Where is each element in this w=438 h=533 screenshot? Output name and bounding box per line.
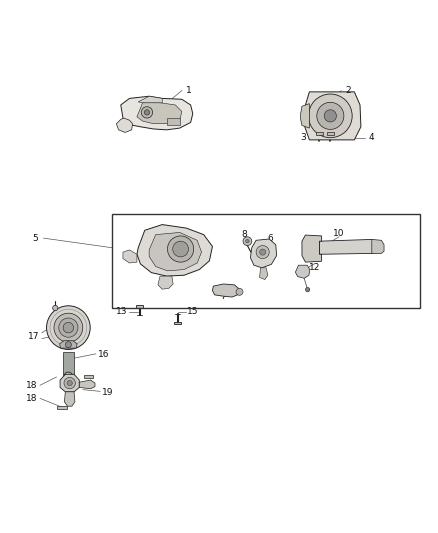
Polygon shape xyxy=(303,92,361,140)
Circle shape xyxy=(305,287,310,292)
Text: 8: 8 xyxy=(241,230,247,239)
Text: 4: 4 xyxy=(368,133,374,142)
Polygon shape xyxy=(295,265,310,278)
Bar xyxy=(112,214,420,308)
Circle shape xyxy=(59,318,78,337)
Text: 16: 16 xyxy=(98,350,109,359)
Polygon shape xyxy=(137,103,182,124)
Bar xyxy=(316,133,323,135)
Bar xyxy=(166,118,180,125)
Circle shape xyxy=(256,246,269,259)
Text: 17: 17 xyxy=(28,332,39,341)
Text: 13: 13 xyxy=(117,307,128,316)
Polygon shape xyxy=(84,375,93,378)
Circle shape xyxy=(167,236,194,262)
Circle shape xyxy=(63,322,74,333)
Polygon shape xyxy=(138,96,162,103)
Polygon shape xyxy=(302,235,321,262)
Polygon shape xyxy=(117,118,133,133)
Polygon shape xyxy=(60,341,77,348)
Polygon shape xyxy=(137,224,212,276)
Text: 12: 12 xyxy=(309,263,321,272)
Polygon shape xyxy=(158,276,173,289)
Circle shape xyxy=(317,102,344,130)
Text: 9: 9 xyxy=(153,257,159,266)
Circle shape xyxy=(145,110,150,115)
Text: 3: 3 xyxy=(300,133,306,142)
Circle shape xyxy=(308,94,352,138)
Polygon shape xyxy=(79,380,95,389)
Text: 5: 5 xyxy=(33,233,39,243)
Circle shape xyxy=(64,372,73,381)
Polygon shape xyxy=(174,321,180,324)
Circle shape xyxy=(67,381,72,386)
Polygon shape xyxy=(121,96,193,130)
Circle shape xyxy=(260,249,266,255)
Polygon shape xyxy=(149,232,201,271)
Polygon shape xyxy=(137,305,143,308)
Circle shape xyxy=(64,377,75,389)
Polygon shape xyxy=(212,284,240,297)
Text: 1: 1 xyxy=(186,86,191,95)
Circle shape xyxy=(173,241,188,257)
Circle shape xyxy=(243,237,252,246)
Circle shape xyxy=(65,342,71,348)
Circle shape xyxy=(246,239,249,243)
Text: 7: 7 xyxy=(220,292,226,301)
Polygon shape xyxy=(251,239,277,268)
Text: 19: 19 xyxy=(102,387,113,397)
Circle shape xyxy=(53,305,58,311)
Polygon shape xyxy=(300,103,309,128)
Polygon shape xyxy=(63,352,74,376)
Polygon shape xyxy=(57,406,67,409)
Circle shape xyxy=(141,107,152,118)
Polygon shape xyxy=(60,374,79,392)
Text: 18: 18 xyxy=(26,394,38,403)
Polygon shape xyxy=(64,392,75,406)
Polygon shape xyxy=(260,268,268,280)
Polygon shape xyxy=(319,239,383,254)
Circle shape xyxy=(54,313,83,342)
Bar xyxy=(327,133,334,135)
Circle shape xyxy=(46,306,90,350)
Text: 18: 18 xyxy=(26,381,38,390)
Polygon shape xyxy=(123,250,137,263)
Text: 6: 6 xyxy=(268,233,273,243)
Circle shape xyxy=(324,110,336,122)
Text: 2: 2 xyxy=(345,86,350,95)
Circle shape xyxy=(236,288,243,295)
Polygon shape xyxy=(372,239,384,253)
Text: 10: 10 xyxy=(333,229,345,238)
Text: 15: 15 xyxy=(187,307,198,316)
